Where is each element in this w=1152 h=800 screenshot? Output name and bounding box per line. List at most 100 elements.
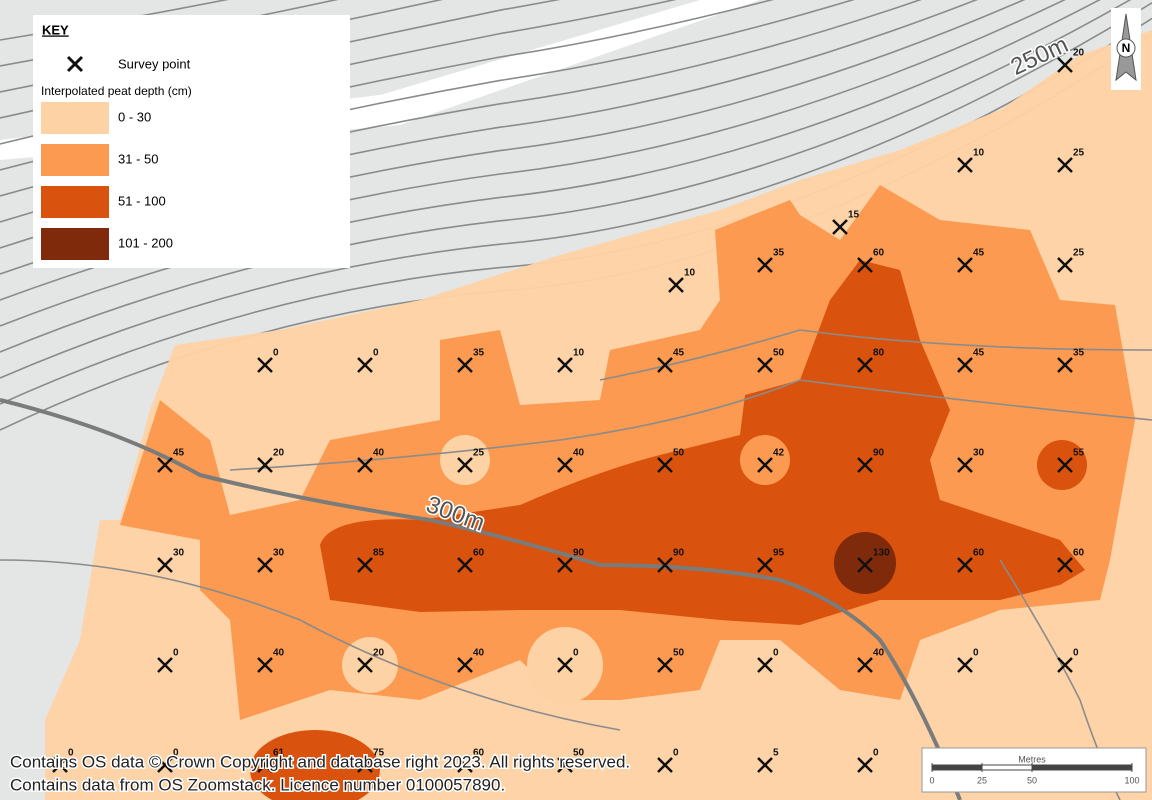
depth-label: 25 <box>1073 148 1085 159</box>
key-swatch <box>41 186 109 218</box>
depth-label: 0 <box>673 748 679 759</box>
survey-point <box>1057 557 1073 573</box>
depth-label: 130 <box>873 548 890 559</box>
survey-point <box>657 757 673 773</box>
contour <box>0 0 1132 353</box>
depth-label: 15 <box>848 210 860 221</box>
survey-point <box>557 657 573 673</box>
depth-label: 10 <box>973 148 985 159</box>
north-label: N <box>1122 41 1131 55</box>
depth-label: 0 <box>573 648 579 659</box>
depth-label: 40 <box>273 648 285 659</box>
depth-label: 30 <box>973 448 985 459</box>
survey-point <box>257 757 273 773</box>
depth-label: 20 <box>373 648 385 659</box>
survey-point <box>257 457 273 473</box>
peat-0-30 <box>342 637 398 693</box>
depth-label: 75 <box>373 748 385 759</box>
survey-point <box>157 757 173 773</box>
survey-point <box>457 457 473 473</box>
survey-point <box>557 357 573 373</box>
survey-point <box>668 277 684 293</box>
depth-label: 10 <box>684 268 696 279</box>
depth-label: 40 <box>473 648 485 659</box>
survey-point <box>457 657 473 673</box>
depth-label: 60 <box>473 748 485 759</box>
key-box <box>33 15 350 268</box>
depth-label: 25 <box>1073 248 1085 259</box>
key-label: 31 - 50 <box>118 151 158 166</box>
peat-31-50 <box>740 435 790 485</box>
depth-label: 30 <box>273 548 285 559</box>
key-symbol <box>66 55 84 73</box>
survey-point <box>257 557 273 573</box>
key-title: KEY <box>42 22 69 37</box>
contour <box>0 2 1152 379</box>
depth-label: 55 <box>1073 448 1085 459</box>
depth-label: 0 <box>973 648 979 659</box>
survey-point <box>957 557 973 573</box>
survey-point <box>357 457 373 473</box>
depth-label: 50 <box>673 648 685 659</box>
depth-label: 0 <box>1073 648 1079 659</box>
depth-label: 45 <box>173 448 185 459</box>
scale-tick-label: 0 <box>929 775 934 785</box>
survey-point <box>1057 457 1073 473</box>
depth-label: 0 <box>68 748 74 759</box>
depth-label: 60 <box>1073 548 1085 559</box>
depth-label: 5 <box>773 748 779 759</box>
depth-label: 45 <box>673 348 685 359</box>
survey-point <box>757 657 773 673</box>
depth-label: 20 <box>273 448 285 459</box>
depth-label: 90 <box>573 548 585 559</box>
survey-point <box>857 357 873 373</box>
depth-label: 90 <box>873 448 885 459</box>
depth-label: 0 <box>173 748 179 759</box>
peat-0-30 <box>440 435 490 485</box>
survey-point <box>757 257 773 273</box>
contour <box>0 0 229 41</box>
survey-point <box>857 557 873 573</box>
survey-point <box>857 657 873 673</box>
depth-label: 25 <box>473 448 485 459</box>
depth-label: 95 <box>773 548 785 559</box>
key-label: 0 - 30 <box>118 109 151 124</box>
depth-label: 42 <box>773 448 785 459</box>
survey-point <box>1057 357 1073 373</box>
survey-point <box>757 457 773 473</box>
survey-point <box>257 657 273 673</box>
survey-point <box>157 557 173 573</box>
survey-point <box>657 357 673 373</box>
depth-label: 40 <box>573 448 585 459</box>
survey-point <box>157 657 173 673</box>
peat-51-100 <box>250 730 380 800</box>
depth-label: 40 <box>873 648 885 659</box>
survey-point <box>657 657 673 673</box>
scale-tick-label: 50 <box>1027 775 1037 785</box>
survey-point <box>357 357 373 373</box>
key: KEY Survey point Interpolated peat depth… <box>33 15 350 268</box>
depth-label: 60 <box>873 248 885 259</box>
survey-point <box>557 757 573 773</box>
key-heading: Interpolated peat depth (cm) <box>41 84 192 98</box>
depth-label: 85 <box>373 548 385 559</box>
survey-point <box>957 457 973 473</box>
survey-point <box>1057 657 1073 673</box>
depth-label: 80 <box>873 348 885 359</box>
depth-label: 0 <box>273 348 279 359</box>
survey-point <box>657 557 673 573</box>
depth-label: 45 <box>973 248 985 259</box>
survey-point <box>257 357 273 373</box>
depth-label: 0 <box>873 748 879 759</box>
survey-point <box>557 557 573 573</box>
depth-label: 50 <box>673 448 685 459</box>
survey-point <box>757 557 773 573</box>
key-swatch <box>41 102 109 134</box>
scale-unit: Metres <box>1018 754 1046 764</box>
survey-point <box>557 457 573 473</box>
survey-point <box>957 157 973 173</box>
survey-point <box>957 657 973 673</box>
depth-label: 60 <box>473 548 485 559</box>
scale-bar: Metres 0 25 50 100 <box>921 747 1147 793</box>
